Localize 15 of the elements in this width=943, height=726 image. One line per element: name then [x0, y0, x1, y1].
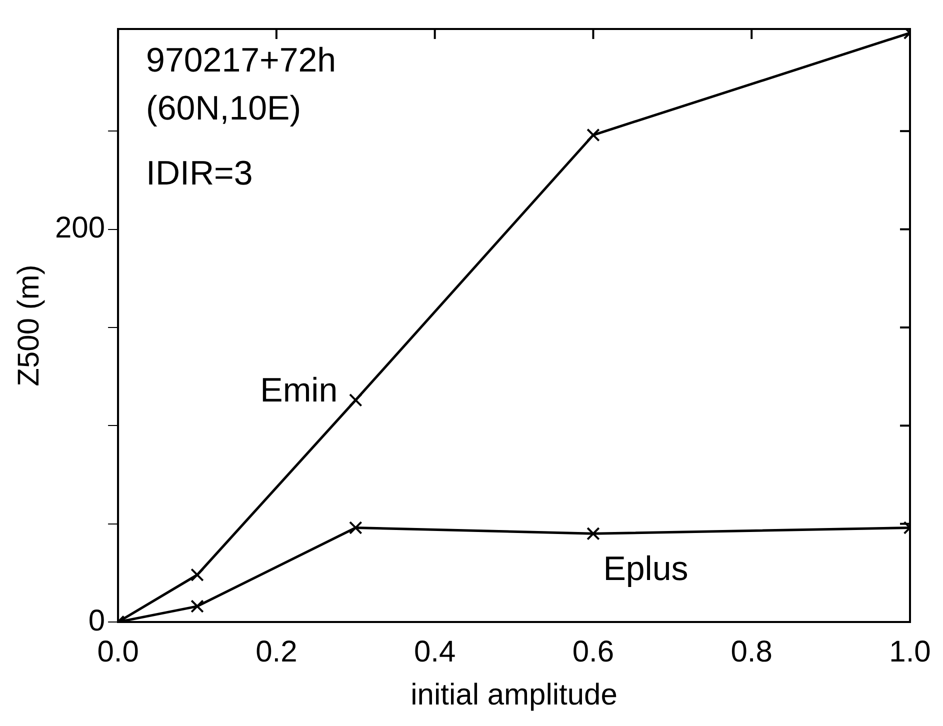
series-label: Emin [260, 371, 338, 410]
x-tick-label: 0.0 [97, 635, 139, 668]
x-tick-label: 0.8 [730, 635, 772, 668]
y-tick-label: 0 [88, 604, 106, 638]
annotation: IDIR=3 [146, 154, 253, 192]
y-axis-title: Z500 (m) [12, 264, 46, 386]
x-axis-title: initial amplitude [410, 678, 618, 712]
x-tick-label: 0.6 [572, 635, 614, 668]
x-tick-label: 0.4 [414, 635, 456, 668]
x-tick-label: 0.2 [256, 635, 298, 668]
annotation: 970217+72h [146, 41, 336, 80]
y-tick-label: 200 [54, 212, 106, 245]
annotation: (60N,10E) [146, 89, 302, 128]
x-tick-label: 1.0 [889, 635, 931, 668]
series-label: Eplus [603, 550, 688, 588]
